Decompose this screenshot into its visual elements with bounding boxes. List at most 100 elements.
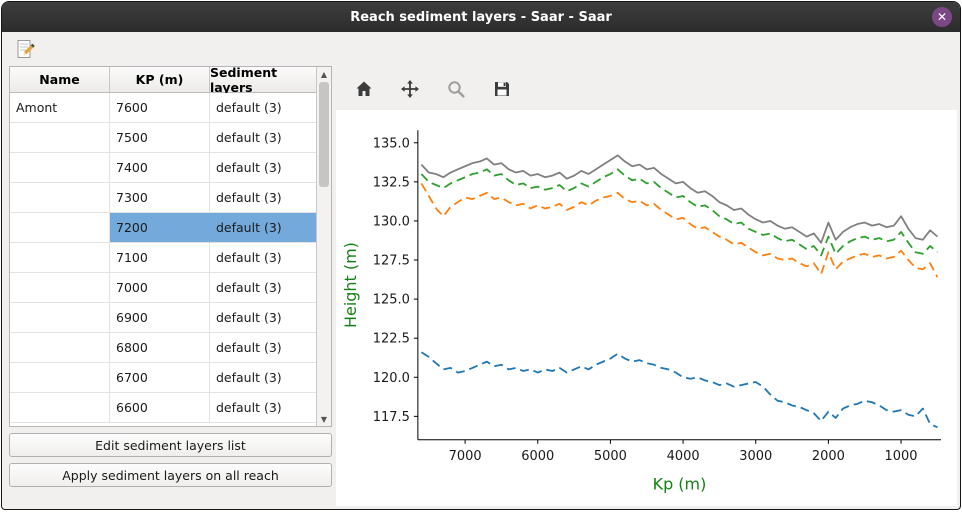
table-cell-name[interactable] (10, 363, 110, 393)
plot-home-button[interactable] (350, 75, 378, 103)
scroll-down-icon[interactable]: ▼ (320, 414, 328, 424)
x-tick-label: 3000 (739, 449, 772, 464)
table-cell-name[interactable] (10, 123, 110, 153)
scroll-up-icon[interactable]: ▲ (320, 69, 328, 79)
sediment-table-body: Amont 7600 default (3) 7500 default (3) 7400 d… (10, 93, 316, 426)
magnifier-icon (448, 81, 465, 98)
table-row[interactable]: 7400 default (3) (10, 153, 316, 183)
table-row[interactable]: 7200 default (3) (10, 213, 316, 243)
x-axis-label: Kp (m) (653, 475, 707, 494)
table-row[interactable]: 7000 default (3) (10, 273, 316, 303)
sediment-table-frame: Name KP (m) Sediment layers Amont 7600 def… (9, 66, 332, 427)
table-cell-kp[interactable]: 7100 (110, 243, 210, 273)
column-header-name[interactable]: Name (10, 67, 110, 92)
y-axis-label: Height (m) (341, 242, 360, 328)
table-row[interactable]: 6800 default (3) (10, 333, 316, 363)
plot-zoom-button[interactable] (442, 75, 470, 103)
table-cell-kp[interactable]: 7500 (110, 123, 210, 153)
plot-save-button[interactable] (488, 75, 516, 103)
layer-3-bottom-line (420, 351, 938, 429)
bed-level-line (420, 154, 939, 244)
table-cell-kp[interactable]: 6700 (110, 363, 210, 393)
table-row[interactable]: 6700 default (3) (10, 363, 316, 393)
table-cell-layers[interactable]: default (3) (210, 303, 316, 333)
plot-toolbar (336, 68, 957, 110)
apply-sediment-layers-button[interactable]: Apply sediment layers on all reach (9, 463, 332, 487)
table-cell-name[interactable] (10, 333, 110, 363)
table-cell-name[interactable] (10, 213, 110, 243)
plot-panel: 117.5 120.0 122.5 125.0 127.5 130.0 132.5 135.0… (336, 66, 960, 509)
table-cell-kp[interactable]: 7200 (110, 213, 210, 243)
plot-pan-button[interactable] (396, 75, 424, 103)
table-cell-layers[interactable]: default (3) (210, 393, 316, 423)
y-tick-label: 122.5 (373, 332, 410, 347)
y-tick-label: 132.5 (373, 175, 410, 190)
table-cell-kp[interactable]: 7600 (110, 93, 210, 123)
y-tick-label: 125.0 (373, 293, 410, 308)
table-cell-layers[interactable]: default (3) (210, 243, 316, 273)
table-cell-layers[interactable]: default (3) (210, 363, 316, 393)
table-cell-kp[interactable]: 6800 (110, 333, 210, 363)
scrollbar-thumb[interactable] (319, 82, 329, 187)
table-cell-kp[interactable]: 7000 (110, 273, 210, 303)
close-button[interactable]: ✕ (932, 7, 952, 27)
plot-figure: 117.5 120.0 122.5 125.0 127.5 130.0 132.5 135.0… (336, 110, 957, 506)
table-cell-name[interactable] (10, 393, 110, 423)
x-tick-label: 1000 (885, 449, 918, 464)
x-tick-label: 7000 (449, 449, 482, 464)
table-cell-layers[interactable]: default (3) (210, 153, 316, 183)
table-cell-name[interactable]: Amont (10, 93, 110, 123)
x-tick-label: 4000 (667, 449, 700, 464)
x-tick-label: 6000 (521, 449, 554, 464)
table-cell-layers[interactable]: default (3) (210, 213, 316, 243)
edit-document-icon (17, 40, 35, 58)
table-cell-kp[interactable]: 6600 (110, 393, 210, 423)
scrollbar-track[interactable] (317, 81, 331, 412)
table-row[interactable]: 6600 default (3) (10, 393, 316, 423)
home-icon (356, 81, 372, 96)
x-tick-label: 5000 (594, 449, 627, 464)
save-floppy-icon (495, 82, 509, 96)
table-cell-layers[interactable]: default (3) (210, 183, 316, 213)
main-toolbar (2, 32, 960, 66)
chart[interactable]: 117.5 120.0 122.5 125.0 127.5 130.0 132.5 135.0… (338, 112, 957, 510)
layer-2-bottom-line (420, 182, 939, 278)
y-tick-label: 117.5 (373, 410, 410, 425)
table-cell-layers[interactable]: default (3) (210, 123, 316, 153)
edit-sediment-button[interactable] (12, 35, 40, 63)
sediment-table-panel: Name KP (m) Sediment layers Amont 7600 def… (2, 66, 336, 509)
y-tick-label: 135.0 (373, 136, 410, 151)
table-row[interactable]: 6900 default (3) (10, 303, 316, 333)
table-cell-kp[interactable]: 7400 (110, 153, 210, 183)
table-scrollbar[interactable]: ▲ ▼ (316, 67, 331, 426)
window-title: Reach sediment layers - Saar - Saar (350, 9, 612, 25)
table-cell-name[interactable] (10, 183, 110, 213)
table-cell-layers[interactable]: default (3) (210, 93, 316, 123)
table-cell-name[interactable] (10, 153, 110, 183)
table-header-row: Name KP (m) Sediment layers (10, 67, 316, 95)
table-cell-layers[interactable]: default (3) (210, 333, 316, 363)
table-row[interactable]: 7300 default (3) (10, 183, 316, 213)
sediment-table: Name KP (m) Sediment layers Amont 7600 def… (10, 67, 316, 426)
window-content: Name KP (m) Sediment layers Amont 7600 def… (2, 66, 960, 509)
table-cell-name[interactable] (10, 243, 110, 273)
table-cell-layers[interactable]: default (3) (210, 273, 316, 303)
table-cell-name[interactable] (10, 303, 110, 333)
y-tick-label: 127.5 (373, 254, 410, 269)
window-titlebar[interactable]: Reach sediment layers - Saar - Saar ✕ (2, 2, 960, 32)
layer-1-bottom-line (420, 168, 939, 257)
table-cell-name[interactable] (10, 273, 110, 303)
x-tick-label: 2000 (812, 449, 845, 464)
table-row[interactable]: 7500 default (3) (10, 123, 316, 153)
edit-sediment-layers-list-button[interactable]: Edit sediment layers list (9, 433, 332, 457)
table-cell-kp[interactable]: 6900 (110, 303, 210, 333)
pan-arrows-icon (401, 80, 419, 98)
column-header-layers[interactable]: Sediment layers (210, 67, 278, 95)
table-cell-kp[interactable]: 7300 (110, 183, 210, 213)
y-tick-label: 120.0 (373, 371, 410, 386)
column-header-kp[interactable]: KP (m) (110, 67, 210, 92)
y-tick-label: 130.0 (373, 214, 410, 229)
table-row[interactable]: Amont 7600 default (3) (10, 93, 316, 123)
table-row[interactable]: 7100 default (3) (10, 243, 316, 273)
